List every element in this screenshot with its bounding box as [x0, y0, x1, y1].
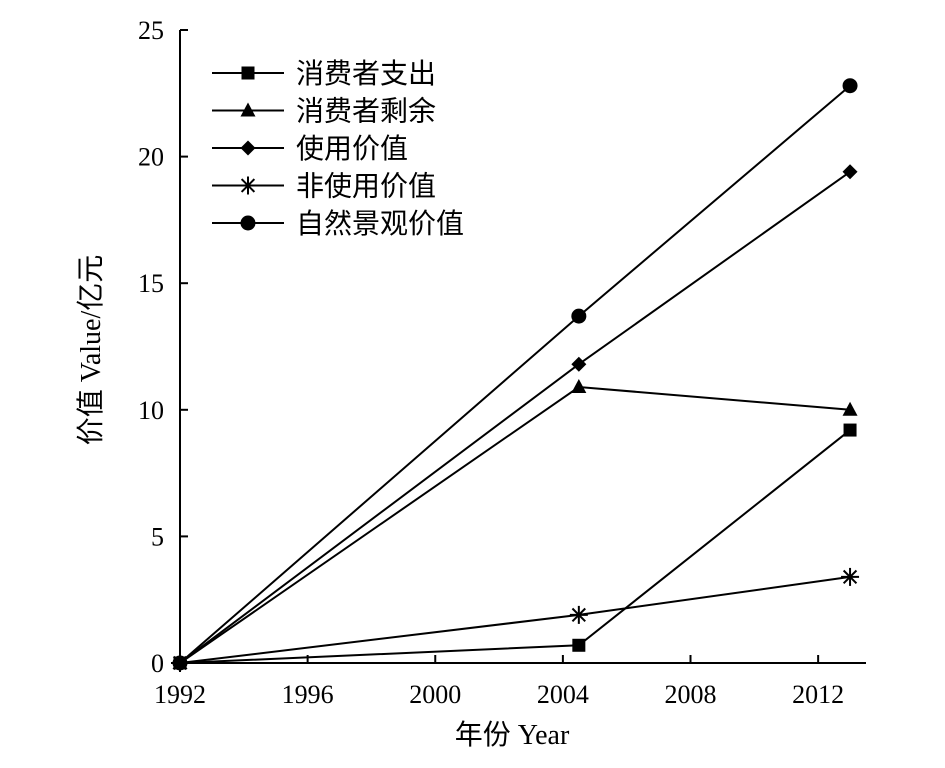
legend-marker	[240, 140, 256, 156]
data-point	[571, 356, 587, 372]
y-tick-label: 25	[138, 16, 164, 45]
y-tick-label: 5	[151, 522, 164, 551]
legend-item: 自然景观价值	[212, 208, 464, 240]
series-asterisk	[171, 567, 860, 672]
legend-label: 非使用价值	[296, 171, 436, 203]
y-tick-label: 20	[138, 143, 164, 172]
series-circle	[172, 78, 858, 671]
x-tick-label: 1992	[154, 680, 206, 709]
data-point	[841, 567, 860, 586]
data-point	[569, 605, 588, 624]
legend-label: 使用价值	[296, 133, 408, 165]
x-tick-label: 2004	[537, 680, 589, 709]
data-point	[842, 78, 858, 94]
legend-marker	[240, 102, 256, 117]
series-diamond	[172, 164, 858, 671]
legend-marker	[240, 215, 256, 231]
series-triangle	[172, 379, 858, 669]
data-point	[571, 308, 587, 324]
y-tick-label: 15	[138, 269, 164, 298]
x-axis-title: 年份 Year	[455, 719, 570, 751]
data-point	[842, 401, 858, 416]
series-line	[179, 170, 851, 664]
legend-marker	[241, 66, 255, 80]
y-tick-label: 10	[138, 396, 164, 425]
plot-area: 0 5 10 15 20 25 1992 1996 2000 2004 2008 2012	[138, 16, 866, 709]
legend-label: 自然景观价值	[296, 208, 464, 240]
legend-item: 使用价值	[212, 133, 408, 165]
legend-marker	[239, 176, 257, 195]
x-tick-label: 1996	[282, 680, 334, 709]
series-line	[179, 575, 851, 664]
data-point	[172, 655, 188, 671]
series-layer	[171, 78, 860, 672]
legend-label: 消费者剩余	[296, 96, 436, 128]
x-tick-label: 2012	[792, 680, 844, 709]
data-point	[572, 638, 586, 652]
legend-item: 消费者支出	[212, 58, 436, 90]
y-axis-title: 价值 Value/亿元	[75, 255, 107, 446]
x-tick-label: 2000	[409, 680, 461, 709]
series-line	[179, 84, 851, 664]
series-square	[173, 423, 857, 670]
legend-item: 非使用价值	[212, 171, 436, 203]
legend-item: 消费者剩余	[212, 96, 436, 128]
y-tick-label: 0	[151, 649, 164, 678]
data-point	[842, 164, 858, 180]
x-tick-label: 2008	[665, 680, 717, 709]
data-point	[843, 423, 857, 437]
series-line	[179, 429, 851, 664]
data-point	[571, 379, 587, 394]
legend-label: 消费者支出	[296, 58, 436, 90]
